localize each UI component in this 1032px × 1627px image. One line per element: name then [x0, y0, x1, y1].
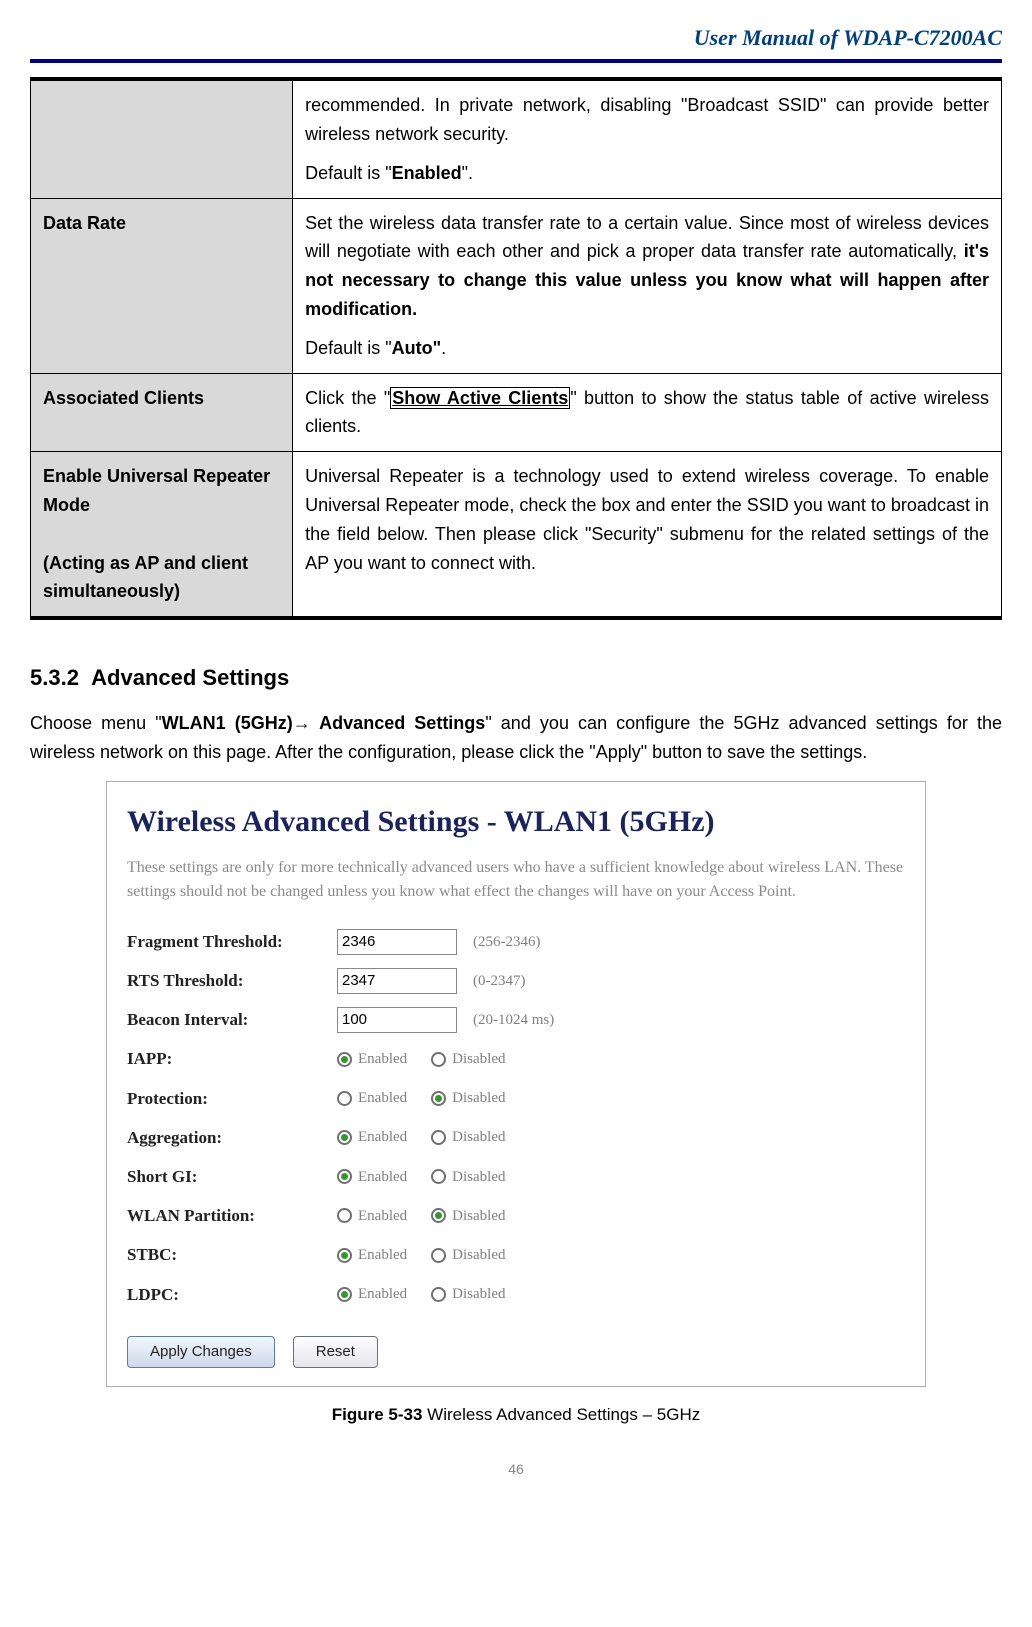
- radio-dot-icon: [337, 1169, 352, 1184]
- screenshot-title: Wireless Advanced Settings - WLAN1 (5GHz…: [127, 798, 905, 846]
- description-table-body: recommended. In private network, disabli…: [31, 79, 1002, 618]
- radio-group: Enabled Disabled: [337, 1086, 505, 1110]
- radio-dot-icon: [431, 1248, 446, 1263]
- page-number: 46: [30, 1458, 1002, 1480]
- table-row: Enable Universal Repeater Mode(Acting as…: [31, 452, 1002, 618]
- field-input[interactable]: [337, 929, 457, 955]
- text-field-row: RTS Threshold: (0-2347): [127, 967, 905, 994]
- radio-disabled[interactable]: Disabled: [431, 1165, 505, 1189]
- radio-dot-icon: [431, 1208, 446, 1223]
- radio-dot-icon: [431, 1130, 446, 1145]
- radio-field-row: WLAN Partition:Enabled Disabled: [127, 1202, 905, 1229]
- radio-dot-icon: [337, 1287, 352, 1302]
- text-field-row: Beacon Interval: (20-1024 ms): [127, 1006, 905, 1033]
- settings-screenshot: Wireless Advanced Settings - WLAN1 (5GHz…: [106, 781, 926, 1387]
- radio-enabled[interactable]: Enabled: [337, 1243, 407, 1267]
- table-row-desc: Click the "Show Active Clients" button t…: [293, 373, 1002, 452]
- field-label: Protection:: [127, 1085, 337, 1112]
- radio-dot-icon: [337, 1091, 352, 1106]
- figure-number: Figure 5-33: [332, 1405, 423, 1424]
- apply-changes-button[interactable]: Apply Changes: [127, 1336, 275, 1368]
- radio-enabled[interactable]: Enabled: [337, 1204, 407, 1228]
- table-row: Data RateSet the wireless data transfer …: [31, 198, 1002, 373]
- table-row-desc: Universal Repeater is a technology used …: [293, 452, 1002, 618]
- field-range: (20-1024 ms): [473, 1008, 554, 1032]
- radio-disabled[interactable]: Disabled: [431, 1047, 505, 1071]
- radio-field-row: Short GI:Enabled Disabled: [127, 1163, 905, 1190]
- radio-group: Enabled Disabled: [337, 1125, 505, 1149]
- radio-enabled[interactable]: Enabled: [337, 1086, 407, 1110]
- figure-caption: Figure 5-33 Wireless Advanced Settings –…: [30, 1401, 1002, 1428]
- reset-button[interactable]: Reset: [293, 1336, 378, 1368]
- radio-group: Enabled Disabled: [337, 1047, 505, 1071]
- radio-disabled[interactable]: Disabled: [431, 1243, 505, 1267]
- field-label: IAPP:: [127, 1045, 337, 1072]
- section-heading: 5.3.2 Advanced Settings: [30, 660, 1002, 695]
- radio-field-row: LDPC:Enabled Disabled: [127, 1281, 905, 1308]
- field-label: STBC:: [127, 1241, 337, 1268]
- radio-disabled[interactable]: Disabled: [431, 1086, 505, 1110]
- table-row-label: Associated Clients: [31, 373, 293, 452]
- field-label: Fragment Threshold:: [127, 928, 337, 955]
- radio-dot-icon: [431, 1052, 446, 1067]
- field-range: (256-2346): [473, 930, 541, 954]
- text-field-row: Fragment Threshold: (256-2346): [127, 928, 905, 955]
- description-table: recommended. In private network, disabli…: [30, 77, 1002, 620]
- radio-enabled[interactable]: Enabled: [337, 1165, 407, 1189]
- field-input[interactable]: [337, 1007, 457, 1033]
- radio-enabled[interactable]: Enabled: [337, 1047, 407, 1071]
- radio-group: Enabled Disabled: [337, 1243, 505, 1267]
- radio-group: Enabled Disabled: [337, 1204, 505, 1228]
- radio-enabled[interactable]: Enabled: [337, 1282, 407, 1306]
- table-row-label: Enable Universal Repeater Mode(Acting as…: [31, 452, 293, 618]
- screenshot-note: These settings are only for more technic…: [127, 856, 905, 904]
- radio-group: Enabled Disabled: [337, 1282, 505, 1306]
- section-number: 5.3.2: [30, 665, 79, 690]
- table-row-desc: recommended. In private network, disabli…: [293, 79, 1002, 198]
- figure-text: Wireless Advanced Settings – 5GHz: [422, 1405, 700, 1424]
- page-header: User Manual of WDAP-C7200AC: [30, 20, 1002, 63]
- section-title: Advanced Settings: [91, 665, 289, 690]
- radio-disabled[interactable]: Disabled: [431, 1125, 505, 1149]
- radio-disabled[interactable]: Disabled: [431, 1204, 505, 1228]
- radio-dot-icon: [337, 1130, 352, 1145]
- radio-dot-icon: [431, 1169, 446, 1184]
- radio-dot-icon: [337, 1052, 352, 1067]
- table-row-label: Data Rate: [31, 198, 293, 373]
- table-row: recommended. In private network, disabli…: [31, 79, 1002, 198]
- radio-field-row: IAPP:Enabled Disabled: [127, 1045, 905, 1072]
- radio-dot-icon: [431, 1287, 446, 1302]
- field-input[interactable]: [337, 968, 457, 994]
- radio-enabled[interactable]: Enabled: [337, 1125, 407, 1149]
- radio-dot-icon: [431, 1091, 446, 1106]
- table-row: Associated ClientsClick the "Show Active…: [31, 373, 1002, 452]
- field-label: Beacon Interval:: [127, 1006, 337, 1033]
- field-range: (0-2347): [473, 969, 526, 993]
- section-body: Choose menu "WLAN1 (5GHz)→ Advanced Sett…: [30, 709, 1002, 767]
- radio-field-row: Aggregation:Enabled Disabled: [127, 1124, 905, 1151]
- field-label: WLAN Partition:: [127, 1202, 337, 1229]
- radio-disabled[interactable]: Disabled: [431, 1282, 505, 1306]
- field-label: LDPC:: [127, 1281, 337, 1308]
- table-row-desc: Set the wireless data transfer rate to a…: [293, 198, 1002, 373]
- table-row-label: [31, 79, 293, 198]
- radio-field-row: Protection:Enabled Disabled: [127, 1085, 905, 1112]
- radio-dot-icon: [337, 1208, 352, 1223]
- field-label: Aggregation:: [127, 1124, 337, 1151]
- radio-group: Enabled Disabled: [337, 1165, 505, 1189]
- field-label: Short GI:: [127, 1163, 337, 1190]
- radio-field-row: STBC:Enabled Disabled: [127, 1241, 905, 1268]
- field-label: RTS Threshold:: [127, 967, 337, 994]
- radio-dot-icon: [337, 1248, 352, 1263]
